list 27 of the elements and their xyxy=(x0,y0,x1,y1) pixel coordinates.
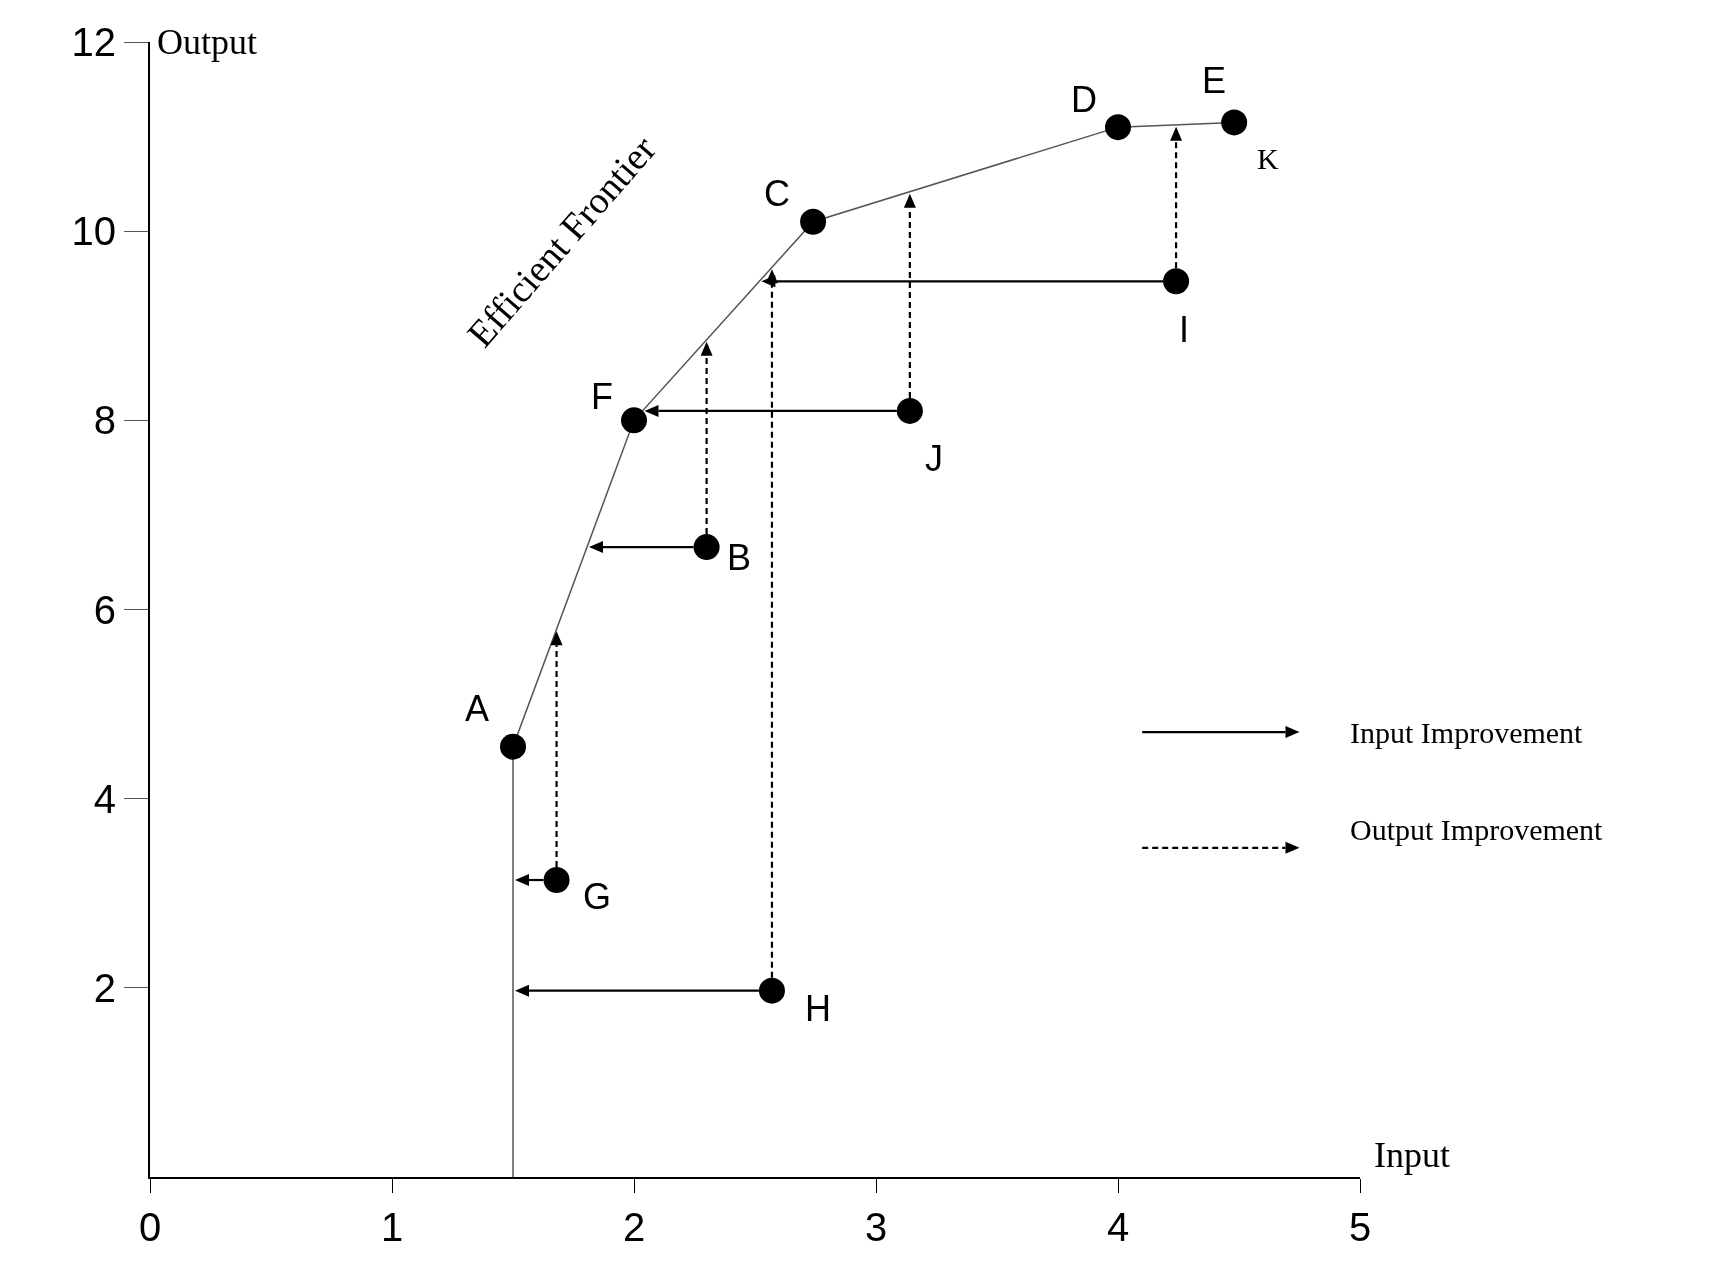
annotation: B xyxy=(727,537,752,578)
annotation: G xyxy=(583,876,612,917)
x-tick-label: 4 xyxy=(1106,1205,1130,1249)
y-tick-label: 12 xyxy=(71,20,116,64)
annotation: K xyxy=(1257,142,1279,175)
annotation: Input Improvement xyxy=(1350,716,1584,749)
annotation: I xyxy=(1179,309,1190,350)
annotation: C xyxy=(764,173,790,214)
y-tick-label: 10 xyxy=(71,209,116,254)
annotation: J xyxy=(925,438,943,479)
y-tick-label: 6 xyxy=(93,587,116,632)
x-tick-label: 2 xyxy=(622,1205,646,1249)
y-tick-label: 2 xyxy=(93,965,116,1010)
annotation: Output Improvement xyxy=(1350,813,1604,846)
annotation: E xyxy=(1202,60,1227,101)
annotation: D xyxy=(1071,79,1097,120)
x-tick-label: 5 xyxy=(1348,1205,1372,1249)
y-axis-title: Output xyxy=(157,22,258,62)
x-tick-label: 0 xyxy=(138,1205,162,1249)
y-tick-label: 8 xyxy=(93,398,116,443)
x-axis-title: Input xyxy=(1374,1135,1450,1175)
annotation: H xyxy=(805,988,831,1029)
x-tick-label: 1 xyxy=(380,1205,404,1249)
annotation: A xyxy=(465,688,490,729)
annotation: F xyxy=(591,376,613,417)
y-tick-label: 4 xyxy=(93,776,116,821)
x-tick-label: 3 xyxy=(864,1205,888,1249)
